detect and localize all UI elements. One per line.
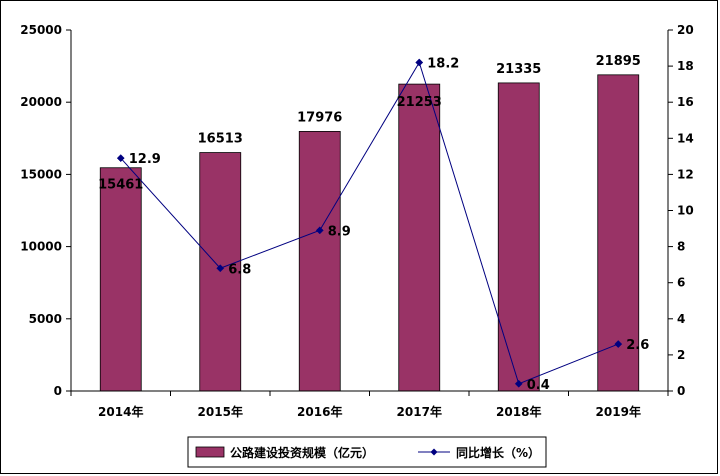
bar-value-label-0: 15461 xyxy=(98,178,143,193)
bar-value-label-2: 17976 xyxy=(297,110,342,125)
right-tick-label-9: 18 xyxy=(677,59,694,73)
bar-4 xyxy=(497,82,540,392)
x-tick-label-4: 2018年 xyxy=(496,404,541,419)
right-tick-label-7: 14 xyxy=(677,131,694,145)
left-tick-label-5: 25000 xyxy=(20,23,62,37)
right-tick-label-0: 0 xyxy=(677,384,685,398)
left-tick-label-3: 15000 xyxy=(20,167,62,181)
x-tick-label-1: 2015年 xyxy=(198,404,243,419)
x-tick-label-0: 2014年 xyxy=(98,404,143,419)
left-tick-label-4: 20000 xyxy=(20,95,62,109)
growth-marker-4 xyxy=(514,379,523,388)
bar-3 xyxy=(398,83,441,392)
bar-value-label-1: 16513 xyxy=(198,132,243,147)
bar-value-label-5: 21895 xyxy=(596,54,641,69)
right-tick-label-4: 8 xyxy=(677,240,685,254)
bar-2 xyxy=(298,131,341,392)
right-tick-label-8: 16 xyxy=(677,95,694,109)
right-tick-label-10: 20 xyxy=(677,23,694,37)
growth-marker-5 xyxy=(614,340,623,349)
left-tick-label-1: 5000 xyxy=(29,312,62,326)
right-tick-label-6: 12 xyxy=(677,167,694,181)
legend-line-label: 同比增长（%） xyxy=(456,445,540,460)
x-tick-label-2: 2016年 xyxy=(297,404,342,419)
x-tick-label-3: 2017年 xyxy=(397,404,442,419)
growth-marker-2 xyxy=(315,226,324,235)
bar-5 xyxy=(597,74,640,392)
legend-line-marker xyxy=(430,448,438,456)
growth-value-label-2: 8.9 xyxy=(328,224,351,239)
right-tick-label-3: 6 xyxy=(677,276,685,290)
growth-marker-3 xyxy=(415,58,424,67)
growth-marker-0 xyxy=(116,154,125,163)
bar-value-label-3: 21253 xyxy=(397,95,442,110)
legend-bar-label: 公路建设投资规模（亿元） xyxy=(230,445,374,460)
growth-value-label-5: 2.6 xyxy=(626,338,649,353)
right-tick-label-2: 4 xyxy=(677,312,685,326)
legend-bar-swatch xyxy=(195,446,225,458)
growth-marker-1 xyxy=(216,264,225,273)
left-tick-label-0: 0 xyxy=(54,384,62,398)
legend-box xyxy=(187,436,547,468)
growth-value-label-0: 12.9 xyxy=(129,152,161,167)
growth-value-label-3: 18.2 xyxy=(427,56,459,71)
growth-value-label-4: 0.4 xyxy=(527,378,550,393)
right-tick-label-1: 2 xyxy=(677,348,685,362)
bar-0 xyxy=(99,167,142,392)
growth-value-label-1: 6.8 xyxy=(228,262,251,277)
growth-line xyxy=(120,61,619,385)
bar-value-label-4: 21335 xyxy=(496,62,541,77)
right-tick-label-5: 10 xyxy=(677,204,694,218)
x-tick-label-5: 2019年 xyxy=(596,404,641,419)
left-tick-label-2: 10000 xyxy=(20,240,62,254)
